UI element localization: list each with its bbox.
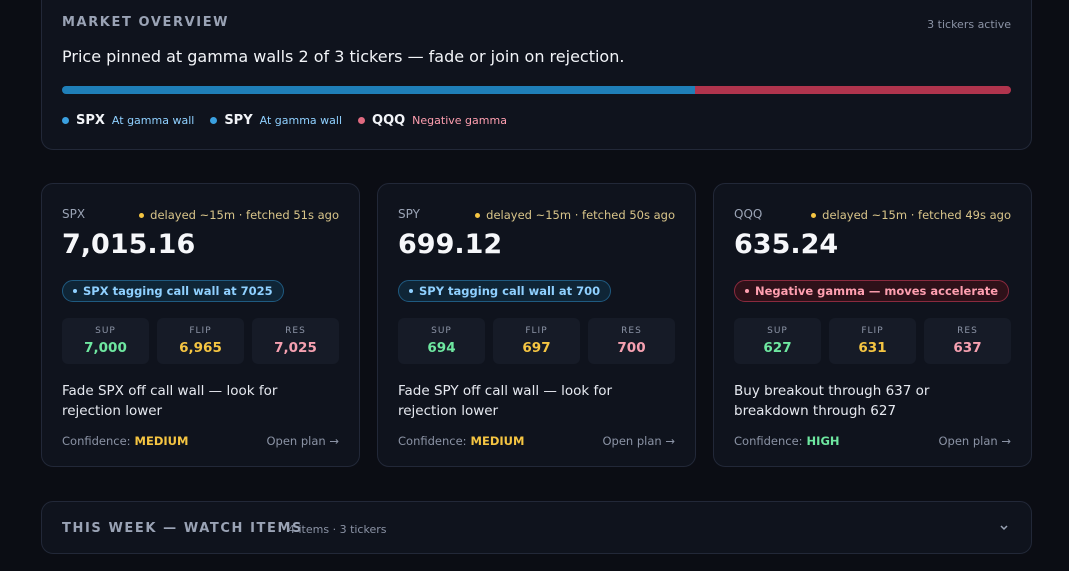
bar-segment xyxy=(62,86,379,94)
overview-summary: Price pinned at gamma walls 2 of 3 ticke… xyxy=(62,47,625,66)
ticker-card: SPY delayed ~15m · fetched 50s ago 699.12 S… xyxy=(377,183,696,467)
status-dot xyxy=(475,212,481,218)
badge-dot xyxy=(409,289,413,293)
bar-segment xyxy=(378,86,695,94)
legend-ticker: SPY xyxy=(224,113,253,128)
bar-segment xyxy=(694,86,1011,94)
card-status: delayed ~15m · fetched 51s ago xyxy=(139,208,339,222)
level-box: RES 637 xyxy=(924,318,1011,364)
overview-panel: MARKET OVERVIEW 3 tickers active Price p… xyxy=(41,0,1032,150)
card-badge: Negative gamma — moves accelerate xyxy=(734,280,1010,302)
level-label: FLIP xyxy=(189,326,212,336)
level-box: SUP 7,000 xyxy=(62,318,149,364)
level-label: RES xyxy=(621,326,642,336)
status-dot xyxy=(139,212,145,218)
watch-panel[interactable]: THIS WEEK — WATCH ITEMS 4 items · 3 tick… xyxy=(41,501,1032,554)
status-text: delayed ~15m · fetched 49s ago xyxy=(822,208,1011,222)
ticker-card: SPX delayed ~15m · fetched 51s ago 7,015.1… xyxy=(41,183,360,467)
overview-title: MARKET OVERVIEW xyxy=(62,15,230,30)
badge-dot xyxy=(745,289,749,293)
level-label: SUP xyxy=(767,326,788,336)
level-value: 694 xyxy=(427,340,456,356)
level-label: SUP xyxy=(95,326,116,336)
card-ticker: SPX xyxy=(62,207,86,221)
card-badge: SPY tagging call wall at 700 xyxy=(398,280,612,302)
level-label: RES xyxy=(285,326,306,336)
legend-status: At gamma wall xyxy=(111,114,195,127)
card-plan: Buy breakout through 637 or breakdown th… xyxy=(734,383,930,419)
card-ticker: SPY xyxy=(398,207,420,221)
legend-dot xyxy=(358,117,366,124)
card-status: delayed ~15m · fetched 50s ago xyxy=(475,208,675,222)
status-dot xyxy=(811,212,817,218)
confidence-label: Confidence: xyxy=(398,434,467,448)
chevron xyxy=(1000,525,1008,531)
level-label: FLIP xyxy=(861,326,884,336)
legend: SPX At gamma wall SPY At gamma wall QQQ Negat… xyxy=(62,113,507,128)
level-value: 697 xyxy=(522,340,551,356)
card-plan: Fade SPX off call wall — look for reject… xyxy=(62,383,278,419)
level-value: 7,000 xyxy=(84,340,127,356)
card-badge: SPX tagging call wall at 7025 xyxy=(62,280,284,302)
badge-text: SPY tagging call wall at 700 xyxy=(419,284,601,298)
level-box: FLIP 697 xyxy=(493,318,580,364)
legend-status: At gamma wall xyxy=(259,114,343,127)
confidence-value: MEDIUM xyxy=(470,434,525,448)
level-label: FLIP xyxy=(525,326,548,336)
legend-item: SPX At gamma wall xyxy=(62,113,194,128)
confidence: Confidence: MEDIUM xyxy=(62,434,188,448)
level-box: SUP 627 xyxy=(734,318,821,364)
level-box: RES 700 xyxy=(588,318,675,364)
badge-dot xyxy=(73,289,77,293)
level-box: RES 7,025 xyxy=(252,318,339,364)
card-price: 7,015.16 xyxy=(62,229,196,260)
level-value: 7,025 xyxy=(274,340,317,356)
confidence-label: Confidence: xyxy=(62,434,131,448)
open-plan-link[interactable]: Open plan → xyxy=(602,434,676,448)
level-box: SUP 694 xyxy=(398,318,485,364)
confidence-value: MEDIUM xyxy=(134,434,189,448)
card-price: 699.12 xyxy=(398,229,503,260)
level-value: 627 xyxy=(763,340,792,356)
legend-ticker: SPX xyxy=(76,113,105,128)
legend-status: Negative gamma xyxy=(412,114,507,127)
level-value: 6,965 xyxy=(179,340,222,356)
legend-item: QQQ Negative gamma xyxy=(358,113,507,128)
level-box: FLIP 6,965 xyxy=(157,318,244,364)
status-text: delayed ~15m · fetched 50s ago xyxy=(486,208,675,222)
confidence: Confidence: MEDIUM xyxy=(398,434,524,448)
level-label: SUP xyxy=(431,326,452,336)
level-value: 700 xyxy=(617,340,646,356)
level-label: RES xyxy=(957,326,978,336)
confidence: Confidence: HIGH xyxy=(734,434,840,448)
level-value: 631 xyxy=(858,340,887,356)
open-plan-link[interactable]: Open plan → xyxy=(266,434,340,448)
overview-meta: 3 tickers active xyxy=(927,18,1011,31)
status-bar xyxy=(62,86,1011,94)
badge-text: SPX tagging call wall at 7025 xyxy=(83,284,273,298)
legend-dot xyxy=(210,117,218,124)
card-price: 635.24 xyxy=(734,229,839,260)
levels: SUP 627 FLIP 631 RES 637 xyxy=(734,318,1011,364)
levels: SUP 694 FLIP 697 RES 700 xyxy=(398,318,675,364)
card-status: delayed ~15m · fetched 49s ago xyxy=(811,208,1011,222)
status-text: delayed ~15m · fetched 51s ago xyxy=(150,208,339,222)
level-box: FLIP 631 xyxy=(829,318,916,364)
legend-ticker: QQQ xyxy=(372,113,406,128)
card-ticker: QQQ xyxy=(734,207,763,221)
legend-item: SPY At gamma wall xyxy=(210,113,342,128)
legend-dot xyxy=(62,117,69,124)
confidence-value: HIGH xyxy=(806,434,840,448)
confidence-label: Confidence: xyxy=(734,434,803,448)
level-value: 637 xyxy=(953,340,982,356)
ticker-card: QQQ delayed ~15m · fetched 49s ago 635.24 N… xyxy=(713,183,1032,467)
watch-meta: 4 items · 3 tickers xyxy=(288,523,387,536)
card-plan: Fade SPY off call wall — look for reject… xyxy=(398,383,613,419)
open-plan-link[interactable]: Open plan → xyxy=(938,434,1012,448)
levels: SUP 7,000 FLIP 6,965 RES 7,025 xyxy=(62,318,339,364)
watch-title: THIS WEEK — WATCH ITEMS xyxy=(62,521,304,536)
badge-text: Negative gamma — moves accelerate xyxy=(755,284,999,298)
